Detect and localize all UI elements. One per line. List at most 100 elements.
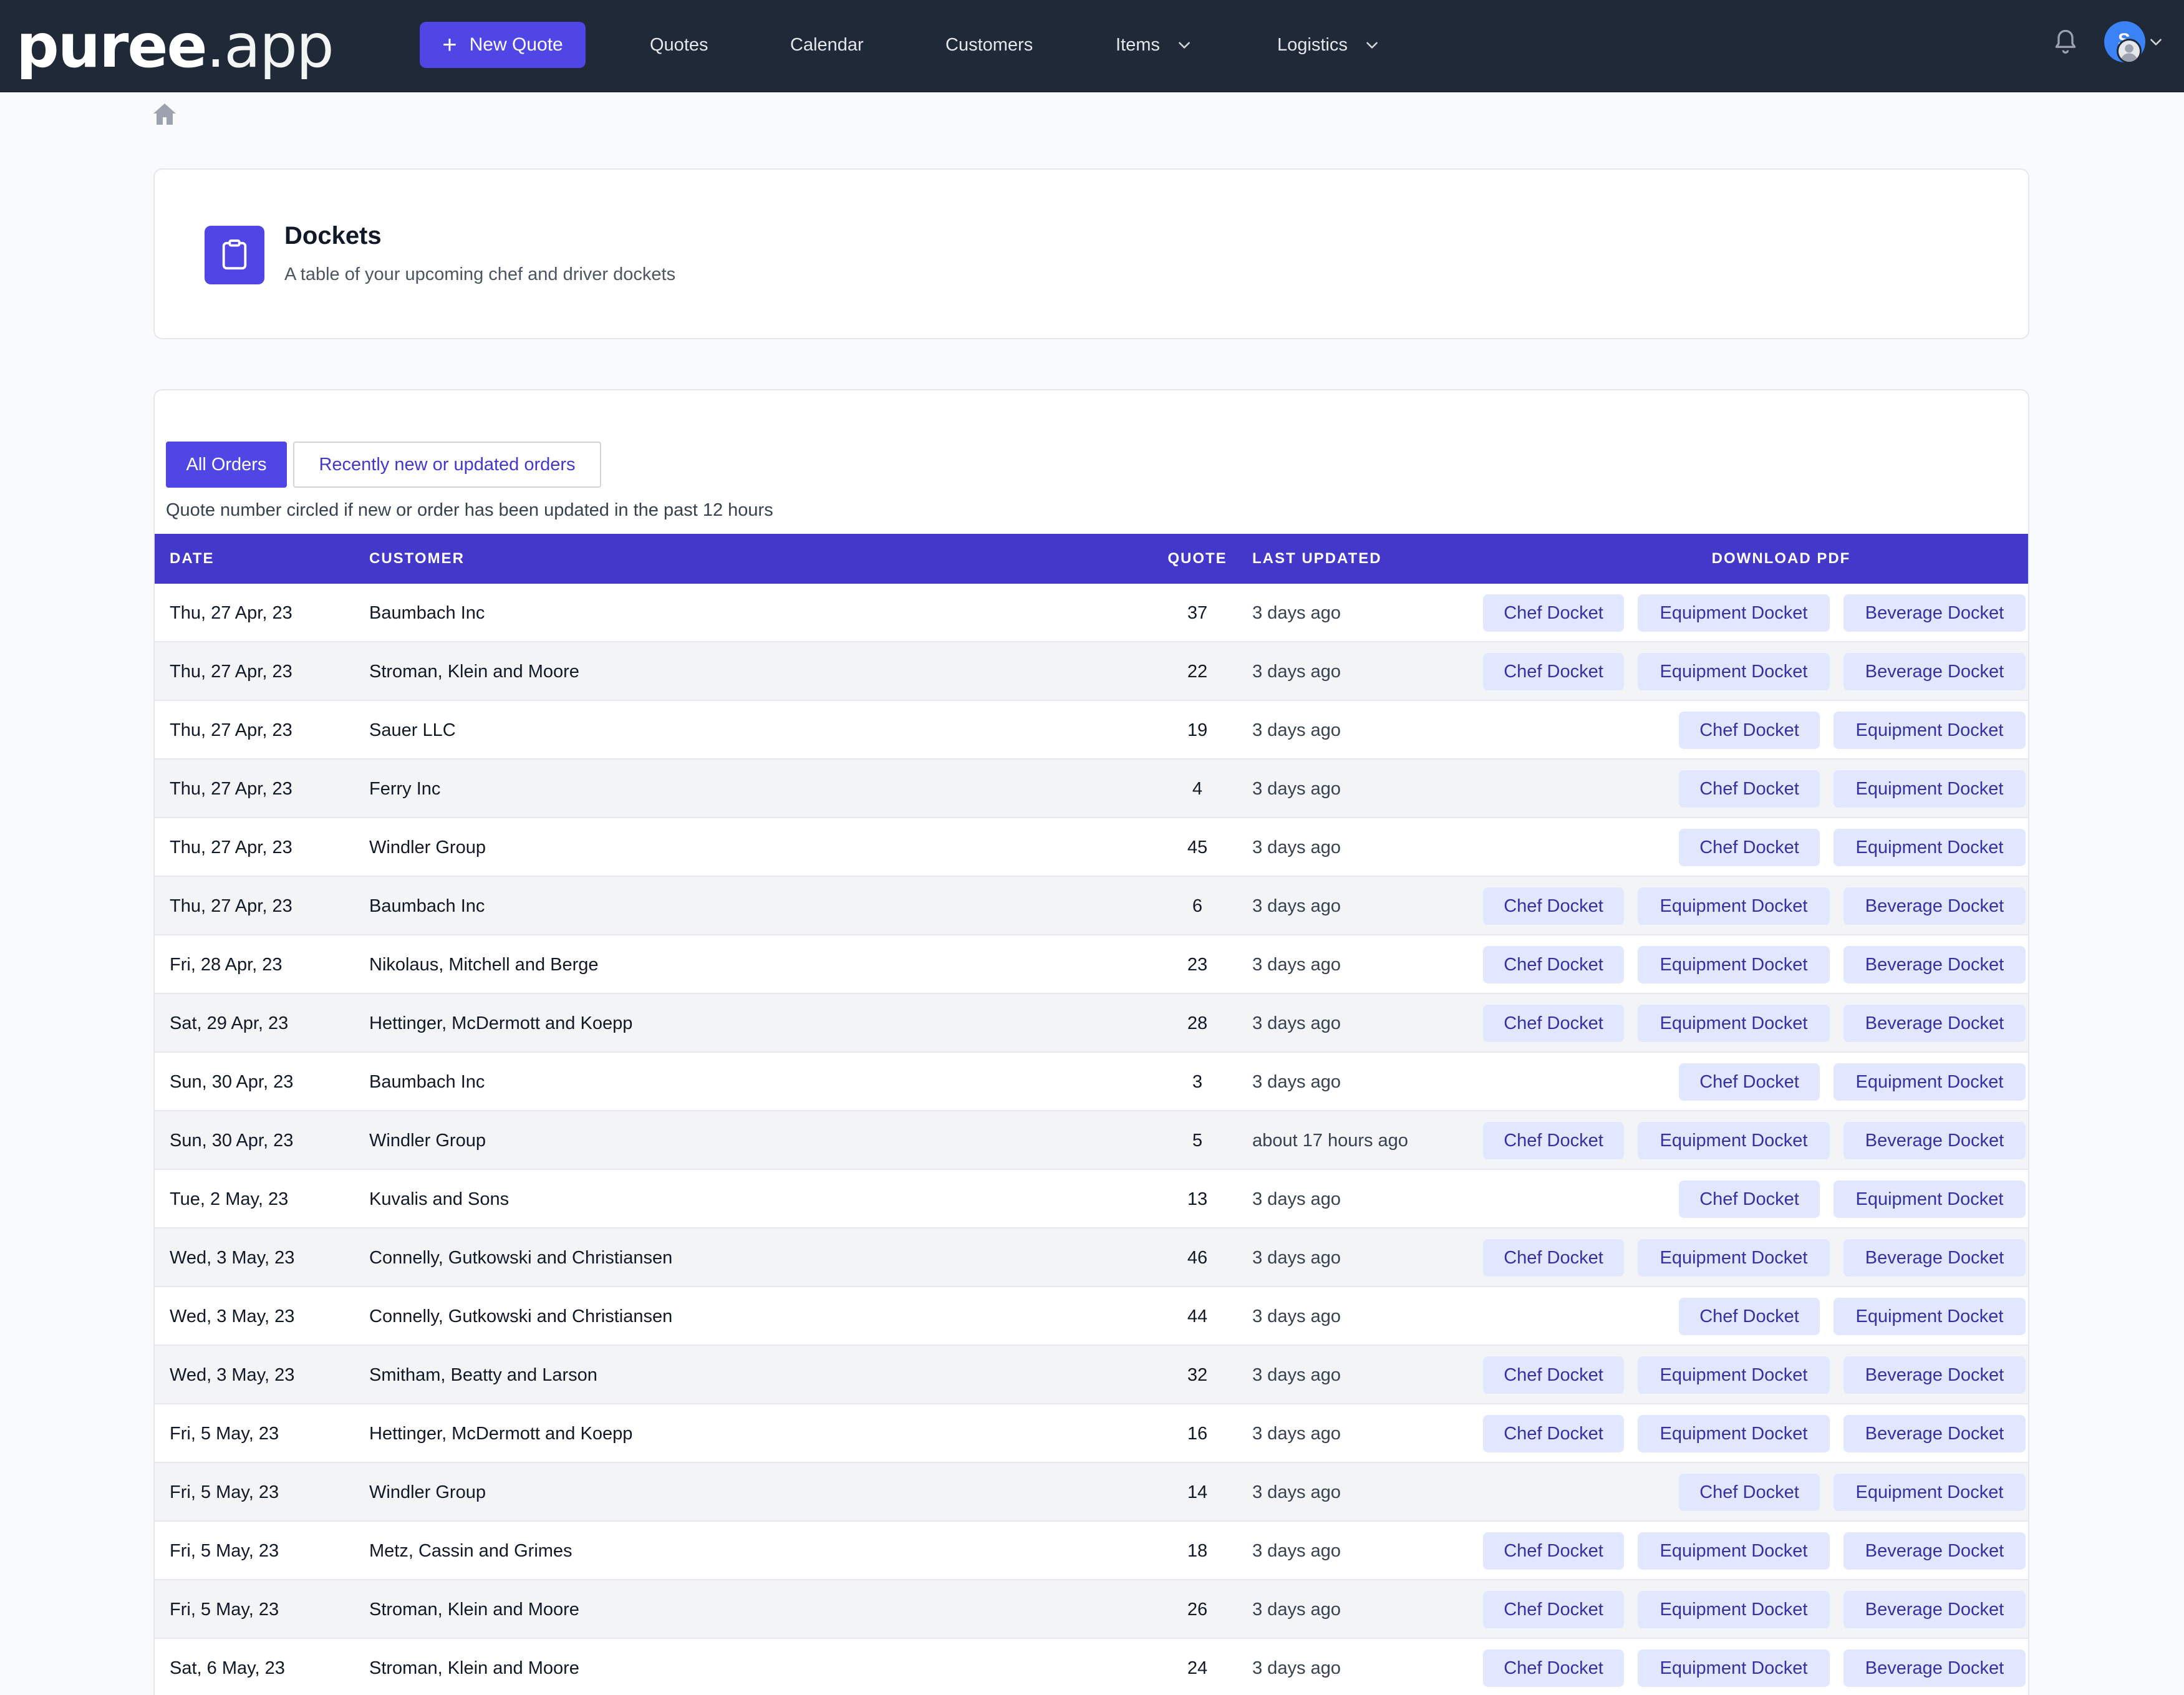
beverage-docket-button[interactable]: Beverage Docket — [1843, 594, 2026, 632]
table-row: Fri, 5 May, 23 Hettinger, McDermott and K… — [155, 1404, 2028, 1463]
equipment-docket-button[interactable]: Equipment Docket — [1638, 1356, 1830, 1394]
cell-quote-number[interactable]: 37 — [1187, 602, 1208, 623]
cell-quote-number[interactable]: 26 — [1187, 1599, 1208, 1620]
chef-docket-button[interactable]: Chef Docket — [1679, 712, 1820, 749]
cell-quote-number[interactable]: 5 — [1192, 1130, 1203, 1151]
beverage-docket-button[interactable]: Beverage Docket — [1843, 1005, 2026, 1042]
tab-all-orders[interactable]: All Orders — [166, 442, 287, 488]
cell-quote-number[interactable]: 13 — [1187, 1189, 1208, 1209]
nav-quotes[interactable]: Quotes — [650, 22, 708, 68]
equipment-docket-button[interactable]: Equipment Docket — [1834, 770, 2026, 808]
chef-docket-button[interactable]: Chef Docket — [1679, 1474, 1820, 1511]
equipment-docket-button[interactable]: Equipment Docket — [1638, 594, 1830, 632]
equipment-docket-button[interactable]: Equipment Docket — [1638, 1122, 1830, 1159]
column-header-quote[interactable]: QUOTE — [1167, 550, 1227, 567]
logo-text-bold: puree — [16, 11, 208, 81]
chef-docket-button[interactable]: Chef Docket — [1483, 1649, 1624, 1687]
cell-customer: Connelly, Gutkowski and Christiansen — [369, 1306, 673, 1326]
page-title: Dockets — [284, 222, 382, 249]
equipment-docket-button[interactable]: Equipment Docket — [1638, 1532, 1830, 1570]
cell-quote-number[interactable]: 22 — [1187, 661, 1208, 682]
chef-docket-button[interactable]: Chef Docket — [1679, 1298, 1820, 1335]
beverage-docket-button[interactable]: Beverage Docket — [1843, 1239, 2026, 1277]
cell-quote-number[interactable]: 18 — [1187, 1540, 1208, 1561]
cell-quote-number[interactable]: 45 — [1187, 837, 1208, 857]
chef-docket-button[interactable]: Chef Docket — [1483, 1415, 1624, 1452]
nav-logistics[interactable]: Logistics — [1277, 22, 1380, 68]
column-header-customer[interactable]: CUSTOMER — [369, 550, 465, 567]
cell-quote-number[interactable]: 19 — [1187, 720, 1208, 740]
cell-quote-number[interactable]: 6 — [1192, 896, 1203, 916]
cell-quote-number[interactable]: 32 — [1187, 1364, 1208, 1385]
beverage-docket-button[interactable]: Beverage Docket — [1843, 1532, 2026, 1570]
cell-date: Sat, 29 Apr, 23 — [170, 1013, 289, 1033]
beverage-docket-button[interactable]: Beverage Docket — [1843, 1122, 2026, 1159]
chevron-down-icon[interactable] — [2148, 34, 2164, 50]
cell-last-updated: 3 days ago — [1252, 1306, 1341, 1326]
equipment-docket-button[interactable]: Equipment Docket — [1638, 653, 1830, 690]
nav-calendar[interactable]: Calendar — [790, 22, 864, 68]
cell-last-updated: 3 days ago — [1252, 1482, 1341, 1502]
cell-quote-number[interactable]: 16 — [1187, 1423, 1208, 1444]
equipment-docket-button[interactable]: Equipment Docket — [1638, 1005, 1830, 1042]
chef-docket-button[interactable]: Chef Docket — [1483, 1005, 1624, 1042]
chef-docket-button[interactable]: Chef Docket — [1483, 1591, 1624, 1628]
equipment-docket-button[interactable]: Equipment Docket — [1638, 1239, 1830, 1277]
home-icon[interactable] — [152, 102, 177, 126]
chef-docket-button[interactable]: Chef Docket — [1483, 1356, 1624, 1394]
column-header-date[interactable]: DATE — [170, 550, 215, 567]
equipment-docket-button[interactable]: Equipment Docket — [1638, 1415, 1830, 1452]
chef-docket-button[interactable]: Chef Docket — [1483, 1122, 1624, 1159]
equipment-docket-button[interactable]: Equipment Docket — [1834, 829, 2026, 866]
cell-quote-number[interactable]: 28 — [1187, 1013, 1208, 1033]
column-header-last-updated[interactable]: LAST UPDATED — [1252, 550, 1382, 567]
chef-docket-button[interactable]: Chef Docket — [1483, 946, 1624, 983]
table-row: Sun, 30 Apr, 23 Baumbach Inc 3 3 days ago Ch… — [155, 1053, 2028, 1111]
chef-docket-button[interactable]: Chef Docket — [1483, 1239, 1624, 1277]
nav-customers[interactable]: Customers — [945, 22, 1033, 68]
equipment-docket-button[interactable]: Equipment Docket — [1638, 887, 1830, 925]
cell-customer: Windler Group — [369, 1130, 486, 1151]
equipment-docket-button[interactable]: Equipment Docket — [1638, 1591, 1830, 1628]
cell-quote-number[interactable]: 24 — [1187, 1658, 1208, 1678]
new-quote-button[interactable]: + New Quote — [420, 22, 586, 68]
beverage-docket-button[interactable]: Beverage Docket — [1843, 1415, 2026, 1452]
tab-recent-orders[interactable]: Recently new or updated orders — [293, 442, 601, 488]
column-header-download-pdf: DOWNLOAD PDF — [1711, 550, 1851, 567]
beverage-docket-button[interactable]: Beverage Docket — [1843, 1649, 2026, 1687]
equipment-docket-button[interactable]: Equipment Docket — [1834, 1063, 2026, 1101]
equipment-docket-button[interactable]: Equipment Docket — [1638, 946, 1830, 983]
beverage-docket-button[interactable]: Beverage Docket — [1843, 1356, 2026, 1394]
cell-customer: Baumbach Inc — [369, 1071, 485, 1092]
chef-docket-button[interactable]: Chef Docket — [1483, 594, 1624, 632]
bell-icon[interactable] — [2052, 26, 2079, 56]
equipment-docket-button[interactable]: Equipment Docket — [1834, 712, 2026, 749]
cell-last-updated: 3 days ago — [1252, 837, 1341, 857]
beverage-docket-button[interactable]: Beverage Docket — [1843, 887, 2026, 925]
chef-docket-button[interactable]: Chef Docket — [1483, 1532, 1624, 1570]
chef-docket-button[interactable]: Chef Docket — [1679, 829, 1820, 866]
cell-quote-number[interactable]: 23 — [1187, 954, 1208, 975]
beverage-docket-button[interactable]: Beverage Docket — [1843, 653, 2026, 690]
equipment-docket-button[interactable]: Equipment Docket — [1834, 1474, 2026, 1511]
app-logo[interactable]: puree.app — [16, 11, 334, 81]
nav-items[interactable]: Items — [1116, 22, 1192, 68]
cell-download-pdf: Chef Docket Equipment Docket Beverage Dock… — [1483, 935, 2026, 994]
chef-docket-button[interactable]: Chef Docket — [1679, 1063, 1820, 1101]
beverage-docket-button[interactable]: Beverage Docket — [1843, 1591, 2026, 1628]
cell-quote-number[interactable]: 46 — [1187, 1247, 1208, 1268]
equipment-docket-button[interactable]: Equipment Docket — [1638, 1649, 1830, 1687]
equipment-docket-button[interactable]: Equipment Docket — [1834, 1181, 2026, 1218]
chef-docket-button[interactable]: Chef Docket — [1483, 653, 1624, 690]
chef-docket-button[interactable]: Chef Docket — [1679, 1181, 1820, 1218]
chef-docket-button[interactable]: Chef Docket — [1483, 887, 1624, 925]
dockets-table-card: All Orders Recently new or updated order… — [153, 389, 2029, 1695]
chef-docket-button[interactable]: Chef Docket — [1679, 770, 1820, 808]
equipment-docket-button[interactable]: Equipment Docket — [1834, 1298, 2026, 1335]
cell-quote-number[interactable]: 3 — [1192, 1071, 1203, 1092]
cell-customer: Hettinger, McDermott and Koepp — [369, 1013, 633, 1033]
cell-quote-number[interactable]: 4 — [1192, 778, 1203, 799]
cell-quote-number[interactable]: 14 — [1187, 1482, 1208, 1502]
beverage-docket-button[interactable]: Beverage Docket — [1843, 946, 2026, 983]
cell-quote-number[interactable]: 44 — [1187, 1306, 1208, 1326]
